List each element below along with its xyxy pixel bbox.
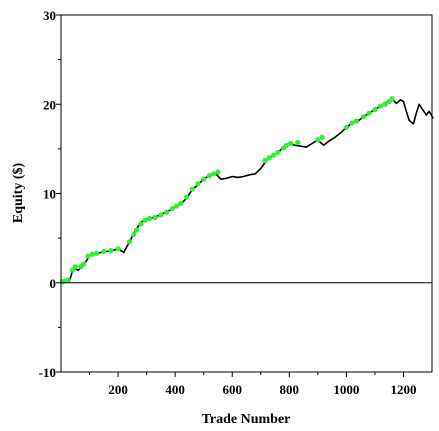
new-high-marker — [189, 186, 195, 192]
new-high-marker — [158, 212, 164, 218]
new-high-marker — [85, 253, 91, 259]
new-high-marker — [101, 248, 107, 255]
new-high-marker — [266, 155, 272, 161]
new-high-marker — [378, 103, 384, 109]
new-high-marker — [146, 215, 153, 222]
x-tick-label: 200 — [108, 382, 128, 397]
y-tick-label: 20 — [43, 97, 56, 112]
new-high-marker — [115, 246, 121, 252]
new-high-marker — [201, 176, 207, 182]
new-high-marker — [206, 173, 212, 179]
new-high-marker — [195, 181, 201, 187]
x-axis-title: Trade Number — [202, 412, 291, 427]
new-high-marker — [349, 120, 355, 126]
new-high-marker — [126, 239, 133, 245]
axes: -10 0 10 20 30 200 400 600 800 1000 1200 — [39, 8, 433, 397]
new-high-marker — [69, 267, 76, 273]
new-high-marker — [283, 142, 290, 148]
new-high-marker — [134, 227, 140, 233]
y-tick-label: 30 — [43, 8, 56, 23]
new-high-marker — [142, 217, 148, 223]
new-high-marker — [173, 203, 180, 209]
new-high-marker — [271, 152, 277, 158]
new-high-marker — [65, 277, 71, 283]
new-high-marker — [262, 157, 268, 164]
new-high-marker — [366, 110, 372, 116]
y-axis-title: Equity ($) — [11, 163, 26, 224]
y-tick-label: -10 — [39, 365, 56, 380]
x-tick-label: 600 — [222, 382, 242, 397]
x-tick-label: 400 — [165, 382, 185, 397]
new-high-marker — [108, 248, 114, 254]
new-high-marker — [211, 171, 217, 177]
new-high-marker — [94, 250, 100, 256]
new-high-marker — [72, 264, 78, 270]
new-high-marker — [178, 200, 184, 206]
new-high-marker — [163, 209, 170, 215]
new-high-marker — [372, 107, 378, 113]
new-high-marker — [275, 149, 281, 156]
plot-frame — [60, 14, 433, 373]
new-high-marker — [295, 140, 301, 146]
y-tick-label: 0 — [50, 276, 57, 291]
new-high-marker — [389, 96, 395, 102]
new-high-marker — [319, 134, 325, 140]
x-tick-label: 1200 — [390, 382, 416, 397]
x-tick-label: 800 — [280, 382, 300, 397]
new-high-marker — [169, 206, 175, 212]
new-high-marker — [288, 140, 294, 147]
new-high-marker — [138, 221, 144, 227]
new-high-marker — [152, 214, 158, 221]
new-high-marker — [89, 251, 95, 257]
new-high-marker — [315, 137, 321, 143]
new-high-marker — [215, 169, 221, 175]
plot-area — [59, 96, 435, 285]
new-high-marker — [183, 194, 190, 200]
new-high-marker — [353, 118, 359, 124]
new-high-marker — [81, 261, 87, 267]
x-tick-label: 1000 — [333, 382, 359, 397]
new-high-marker — [382, 101, 388, 107]
equity-line — [60, 98, 435, 284]
y-tick-label: 10 — [43, 187, 56, 202]
new-high-marker — [343, 124, 349, 131]
new-high-marker — [360, 114, 367, 120]
new-high-marker — [131, 231, 137, 238]
